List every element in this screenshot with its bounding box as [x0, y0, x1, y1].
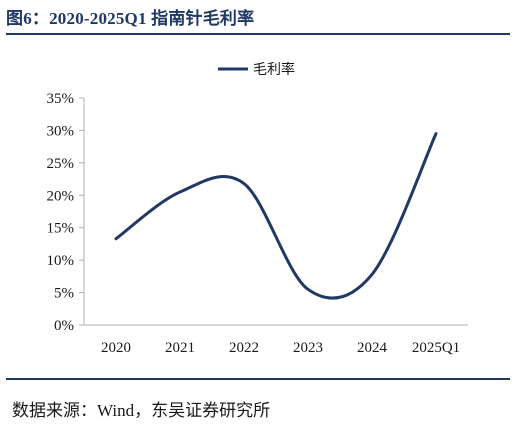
- x-tick-label: 2020: [101, 340, 131, 356]
- data-source-note: 数据来源：Wind，东吴证券研究所: [12, 401, 271, 420]
- y-tick-label: 0%: [54, 318, 74, 334]
- y-tick-label: 25%: [47, 156, 75, 172]
- y-tick-label: 35%: [47, 91, 75, 107]
- source-divider: [6, 378, 510, 380]
- x-tick-label: 2023: [293, 340, 323, 356]
- y-tick-label: 5%: [54, 286, 74, 302]
- x-tick-label: 2021: [165, 340, 195, 356]
- x-tick-label: 2025Q1: [412, 340, 460, 356]
- legend-label: 毛利率: [253, 61, 295, 78]
- chart-legend: 毛利率: [218, 61, 295, 78]
- y-tick-label: 10%: [47, 253, 75, 269]
- series-line-0: [114, 132, 438, 300]
- y-tick-label: 20%: [47, 188, 75, 204]
- x-tick-label: 2024: [357, 340, 388, 356]
- y-tick-label: 15%: [47, 221, 75, 237]
- x-tick-label: 2022: [229, 340, 259, 356]
- chart-series: [114, 132, 438, 300]
- figure-title: 图6：2020-2025Q1 指南针毛利率: [6, 9, 255, 28]
- y-tick-label: 30%: [47, 123, 75, 139]
- chart-axes: 0% 5% 10% 15% 20% 25% 30% 35% 2020 2021 2022 2023 20…: [47, 91, 468, 356]
- title-divider: [6, 33, 510, 35]
